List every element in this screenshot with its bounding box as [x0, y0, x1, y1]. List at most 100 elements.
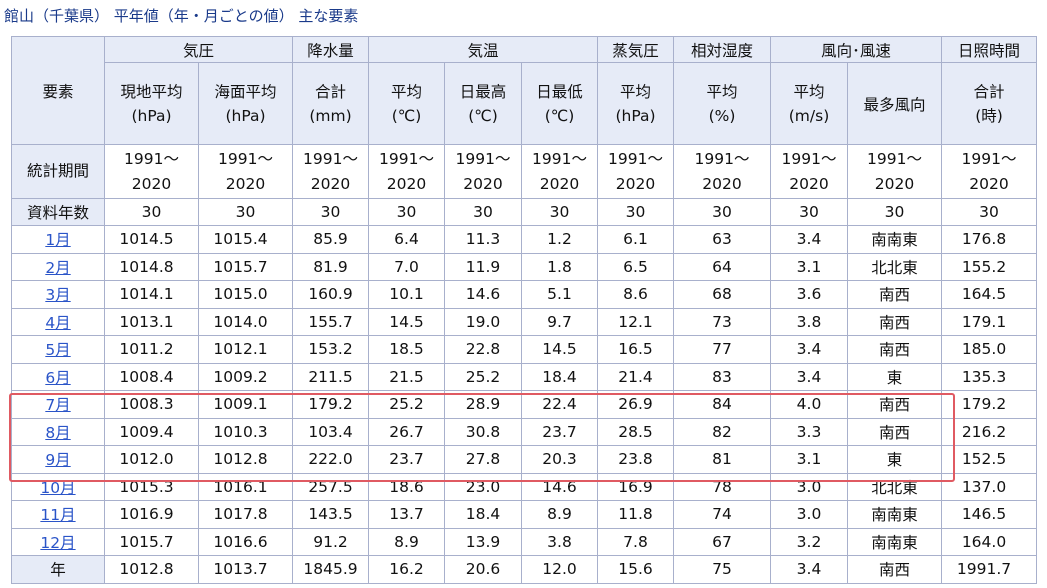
month-label: 11月	[11, 500, 105, 529]
period-cell: 1991～ 2020	[770, 144, 848, 199]
temp-min-cell: 23.7	[521, 417, 598, 446]
month-link[interactable]: 9月	[45, 451, 71, 470]
month-label: 8月	[11, 417, 105, 446]
table-row: 8月 1009.4 1010.3 103.4 26.7 30.8 23.7 28.5 82 3.3…	[11, 417, 1037, 446]
month-link[interactable]: 8月	[45, 423, 71, 442]
month-link[interactable]: 12月	[40, 533, 76, 552]
month-link[interactable]: 11月	[40, 506, 76, 525]
years-cell: 30	[521, 198, 598, 226]
table-row: 7月 1008.3 1009.1 179.2 25.2 28.9 22.4 26.9 84 4.0…	[11, 390, 1037, 419]
wind-avg-cell: 3.4	[770, 335, 848, 364]
wind-avg-cell: 3.4	[770, 362, 848, 391]
precip-group-header: 降水量	[292, 36, 369, 63]
col-wind-dir: 最多風向	[847, 62, 942, 145]
sea-pressure-cell: 1014.0	[198, 307, 293, 336]
vapor-cell: 16.9	[597, 472, 674, 501]
temp-avg-cell: 14.5	[368, 307, 445, 336]
wind-dir-cell: 南西	[847, 307, 942, 336]
sunshine-cell: 152.5	[941, 445, 1037, 474]
temp-max-cell: 14.6	[444, 280, 522, 309]
sunshine-cell: 135.3	[941, 362, 1037, 391]
month-label: 6月	[11, 362, 105, 391]
temp-max-cell: 27.8	[444, 445, 522, 474]
sea-pressure-cell: 1016.1	[198, 472, 293, 501]
humidity-cell: 63	[673, 225, 771, 254]
humidity-cell: 83	[673, 362, 771, 391]
period-cell: 1991～ 2020	[521, 144, 598, 199]
humidity-group-header: 相対湿度	[673, 36, 771, 63]
col-vapor: 平均 (hPa)	[597, 62, 674, 145]
month-label: 9月	[11, 445, 105, 474]
element-header: 要素	[11, 36, 105, 145]
temp-max-cell: 22.8	[444, 335, 522, 364]
vapor-cell: 11.8	[597, 500, 674, 529]
station-pressure-cell: 1009.4	[104, 417, 199, 446]
vapor-cell: 6.1	[597, 225, 674, 254]
sea-pressure-cell: 1015.4	[198, 225, 293, 254]
temp-min-cell: 22.4	[521, 390, 598, 419]
table-row: 1月 1014.5 1015.4 85.9 6.4 11.3 1.2 6.1 63 3.4 南南東 1…	[11, 225, 1037, 254]
humidity-cell: 74	[673, 500, 771, 529]
wind-avg-cell: 3.1	[770, 252, 848, 281]
sunshine-cell: 1991.7	[941, 555, 1037, 584]
period-cell: 1991～ 2020	[198, 144, 293, 199]
month-link[interactable]: 10月	[40, 478, 76, 497]
vapor-cell: 7.8	[597, 527, 674, 556]
station-pressure-cell: 1016.9	[104, 500, 199, 529]
period-cell: 1991～ 2020	[673, 144, 771, 199]
month-link[interactable]: 4月	[45, 313, 71, 332]
month-link[interactable]: 7月	[45, 396, 71, 415]
sea-pressure-cell: 1016.6	[198, 527, 293, 556]
temp-min-cell: 12.0	[521, 555, 598, 584]
month-label: 4月	[11, 307, 105, 336]
precip-cell: 211.5	[292, 362, 369, 391]
temp-max-cell: 11.3	[444, 225, 522, 254]
wind-dir-cell: 南西	[847, 417, 942, 446]
month-label: 12月	[11, 527, 105, 556]
temp-avg-cell: 13.7	[368, 500, 445, 529]
sea-pressure-cell: 1012.8	[198, 445, 293, 474]
period-label: 統計期間	[11, 144, 105, 199]
temp-max-cell: 23.0	[444, 472, 522, 501]
humidity-cell: 81	[673, 445, 771, 474]
temp-max-cell: 19.0	[444, 307, 522, 336]
col-station-pressure: 現地平均 (hPa)	[104, 62, 199, 145]
wind-dir-cell: 南西	[847, 390, 942, 419]
years-label: 資料年数	[11, 198, 105, 226]
precip-cell: 179.2	[292, 390, 369, 419]
station-pressure-cell: 1012.0	[104, 445, 199, 474]
vapor-cell: 21.4	[597, 362, 674, 391]
month-link[interactable]: 2月	[45, 258, 71, 277]
sunshine-cell: 164.5	[941, 280, 1037, 309]
period-cell: 1991～ 2020	[104, 144, 199, 199]
vapor-cell: 16.5	[597, 335, 674, 364]
sea-pressure-cell: 1017.8	[198, 500, 293, 529]
temp-min-cell: 3.8	[521, 527, 598, 556]
month-link[interactable]: 3月	[45, 286, 71, 305]
wind-avg-cell: 4.0	[770, 390, 848, 419]
climate-normals-table: 要素 気圧 降水量 気温 蒸気圧 相対湿度 風向･風速 日照時間 現地平均 (hP…	[11, 36, 1037, 584]
temp-max-cell: 20.6	[444, 555, 522, 584]
station-pressure-cell: 1008.3	[104, 390, 199, 419]
temp-group-header: 気温	[368, 36, 598, 63]
temp-max-cell: 25.2	[444, 362, 522, 391]
month-label: 3月	[11, 280, 105, 309]
month-link[interactable]: 5月	[45, 341, 71, 360]
vapor-cell: 28.5	[597, 417, 674, 446]
month-rows: 1月 1014.5 1015.4 85.9 6.4 11.3 1.2 6.1 63 3.4 南南東 1…	[11, 225, 1037, 584]
month-label: 年	[11, 555, 105, 584]
temp-avg-cell: 6.4	[368, 225, 445, 254]
temp-avg-cell: 23.7	[368, 445, 445, 474]
table-row: 6月 1008.4 1009.2 211.5 21.5 25.2 18.4 21.4 83 3.4…	[11, 362, 1037, 391]
header-group-row: 要素 気圧 降水量 気温 蒸気圧 相対湿度 風向･風速 日照時間	[11, 36, 1037, 145]
month-link[interactable]: 6月	[45, 368, 71, 387]
wind-group-header: 風向･風速	[770, 36, 942, 63]
month-link[interactable]: 1月	[45, 231, 71, 250]
header-col-row: 現地平均 (hPa) 海面平均 (hPa) 合計 (mm) 平均 (℃) 日最高 (℃) …	[12, 62, 1037, 145]
sun-group-header: 日照時間	[941, 36, 1037, 63]
wind-avg-cell: 3.1	[770, 445, 848, 474]
precip-cell: 153.2	[292, 335, 369, 364]
wind-avg-cell: 3.4	[770, 225, 848, 254]
wind-avg-cell: 3.2	[770, 527, 848, 556]
precip-cell: 160.9	[292, 280, 369, 309]
